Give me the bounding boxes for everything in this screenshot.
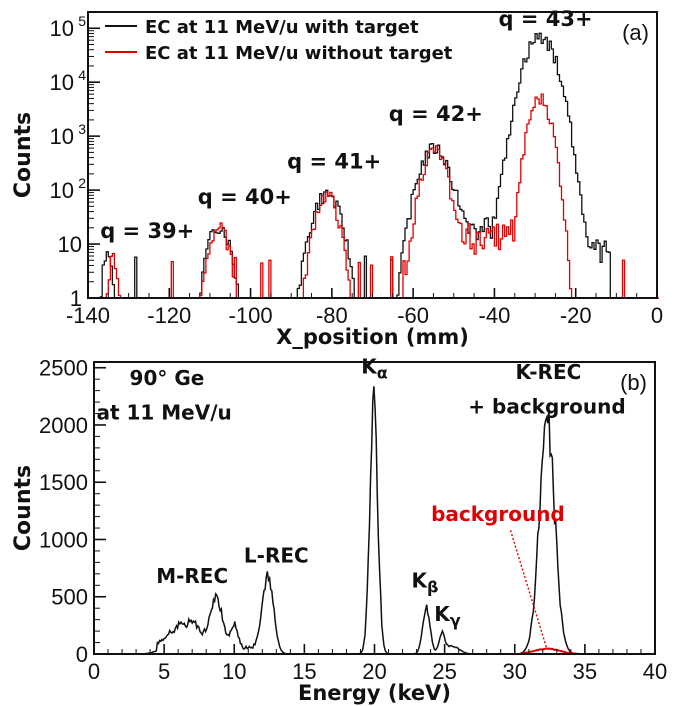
- x-tick-label: 5: [158, 659, 170, 684]
- x-tick-label: -40: [479, 303, 511, 328]
- panel-b: 0 5 10 15 20 25 30 35 40 0 500 1000 1500 2000 2500 Ener…: [11, 354, 667, 705]
- series-line-spectrum: [108, 386, 655, 655]
- x-tick-label: -60: [397, 303, 429, 328]
- x-axis-label: Energy (keV): [298, 681, 451, 705]
- x-tick-label: 40: [643, 659, 667, 684]
- x-tick-label: -140: [66, 303, 110, 328]
- peak-annotation: 90° Ge: [130, 366, 205, 390]
- peak-annotation: Kγ: [434, 602, 461, 630]
- peak-annotation: at 11 MeV/u: [96, 400, 231, 424]
- y-axis-label: Counts: [11, 465, 36, 551]
- peak-annotation: L-REC: [244, 543, 309, 567]
- x-tick-label: -100: [229, 303, 273, 328]
- y-tick-label: 10: [50, 70, 74, 95]
- background-pointer-line: [509, 530, 548, 650]
- x-tick-label: -120: [147, 303, 191, 328]
- peak-annotation: q = 41+: [287, 150, 381, 174]
- peak-annotation: q = 40+: [198, 185, 292, 209]
- x-tick-label: 15: [292, 659, 316, 684]
- y-tick-label: 1: [70, 286, 82, 311]
- y-tick-exponent: 5: [78, 13, 86, 29]
- x-tick-label: 30: [503, 659, 527, 684]
- peak-annotation: Kα: [361, 354, 388, 382]
- x-axis-label: X_position (mm): [276, 325, 469, 349]
- y-tick-exponent: 2: [78, 175, 86, 191]
- y-tick-exponent: 3: [78, 121, 86, 137]
- y-tick-label: 10: [50, 124, 74, 149]
- series-line-with-target: [88, 32, 659, 299]
- x-tick-label: 10: [222, 659, 246, 684]
- panel-label: (a): [622, 20, 649, 45]
- peak-annotation: q = 43+: [498, 7, 592, 31]
- y-tick-label: 500: [51, 585, 88, 610]
- series-line-without-target: [88, 93, 659, 299]
- peak-annotation: q = 39+: [100, 219, 194, 243]
- y-tick-label: 1000: [39, 527, 88, 552]
- x-tick-label: -80: [316, 303, 348, 328]
- x-tick-label: 35: [573, 659, 597, 684]
- peak-annotation: q = 42+: [389, 102, 483, 126]
- x-tick-label: 0: [651, 303, 663, 328]
- peak-annotation: M-REC: [156, 564, 228, 588]
- x-tick-label: 20: [362, 659, 386, 684]
- y-tick-label: 2000: [39, 413, 88, 438]
- peak-annotation: background: [431, 502, 565, 526]
- y-tick-label: 10: [50, 178, 74, 203]
- peak-annotation: K-REC: [516, 360, 582, 384]
- series-line-background: [521, 647, 578, 655]
- y-tick-exponent: 4: [78, 67, 86, 83]
- x-tick-label: 25: [432, 659, 456, 684]
- y-tick-label: 1500: [39, 470, 88, 495]
- y-tick-label: 10: [50, 16, 74, 41]
- legend-entry: EC at 11 MeV/u with target: [145, 17, 419, 38]
- peak-annotation: Kβ: [412, 569, 439, 597]
- peak-annotation: + background: [468, 395, 625, 419]
- y-tick-label: 10: [58, 232, 82, 257]
- x-tick-label: 0: [88, 659, 100, 684]
- panel-label: (b): [620, 370, 647, 395]
- y-tick-label: 0: [76, 642, 88, 667]
- legend-entry: EC at 11 MeV/u without target: [145, 43, 453, 64]
- x-tick-label: -20: [560, 303, 592, 328]
- y-tick-label: 2500: [39, 356, 88, 381]
- y-axis-label: Counts: [11, 112, 36, 198]
